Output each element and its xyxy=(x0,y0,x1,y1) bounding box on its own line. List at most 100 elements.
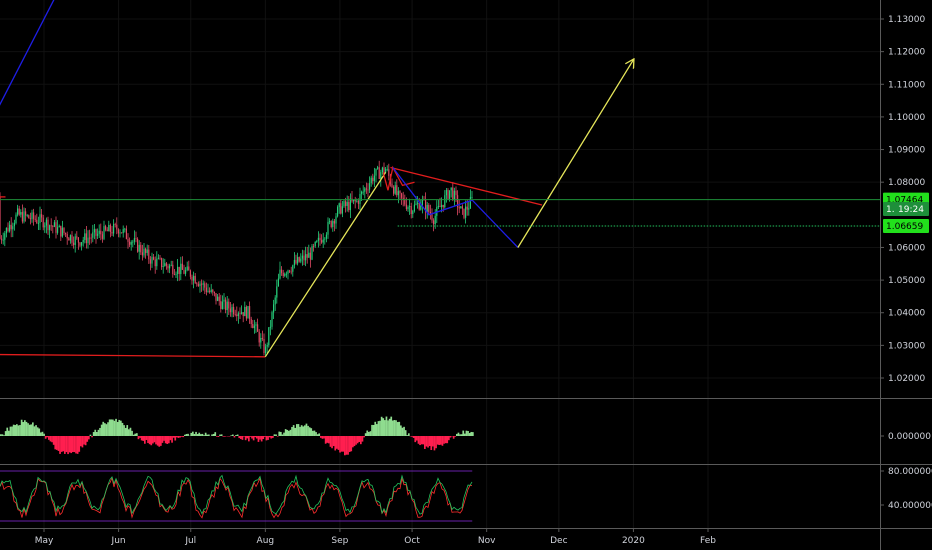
oscillator-bar xyxy=(73,436,76,453)
price-candle-body xyxy=(18,208,20,215)
oscillator-bar xyxy=(366,430,369,436)
oscillator-bar xyxy=(422,436,425,445)
oscillator-bar xyxy=(32,422,34,436)
price-candle-body xyxy=(381,167,383,173)
oscillator-bar xyxy=(446,436,449,444)
price-candle-body xyxy=(116,224,118,230)
price-candle-body xyxy=(1,238,3,240)
oscillator-bar xyxy=(340,436,343,452)
oscillator-bar xyxy=(420,436,423,445)
oscillator-bar xyxy=(40,432,42,436)
price-candle-body xyxy=(101,234,103,239)
price-candle-body xyxy=(433,220,435,225)
price-candle-body xyxy=(221,301,223,309)
price-candle-body xyxy=(316,240,318,242)
oscillator-bar xyxy=(385,416,388,436)
oscillator-bar xyxy=(128,429,130,436)
oscillator-bar xyxy=(432,436,434,447)
oscillator-bar xyxy=(76,436,79,454)
price-candle-body xyxy=(228,301,230,309)
price-candle-body xyxy=(37,222,39,224)
price-tick-label: 1.10000 xyxy=(888,113,925,123)
price-candle-body xyxy=(265,346,267,354)
price-candle-body xyxy=(405,204,407,209)
oscillator-bar xyxy=(238,436,241,439)
oscillator-bar xyxy=(286,429,289,436)
oscillator-bar xyxy=(270,436,273,439)
oscillator-bar xyxy=(236,434,239,436)
oscillator-bar xyxy=(148,436,151,445)
oscillator-bar xyxy=(249,436,252,437)
price-candle-body xyxy=(189,270,191,277)
oscillator-bar xyxy=(204,432,207,436)
oscillator-bar xyxy=(64,436,66,454)
oscillator-bar xyxy=(12,424,15,436)
oscillator-bar xyxy=(312,430,314,436)
price-candle-body xyxy=(330,221,332,227)
price-candle-body xyxy=(213,291,215,294)
oscillator-bar xyxy=(1,434,4,436)
price-candle-body xyxy=(332,220,334,227)
price-candle-body xyxy=(370,177,372,184)
price-candle-body xyxy=(233,307,235,315)
oscillator-bar xyxy=(222,436,225,437)
oscillator-bar xyxy=(424,436,426,449)
price-axis[interactable]: 1.13000 1.12000 1.11000 1.10000 1.09000 1.080… xyxy=(880,15,932,511)
price-candle-body xyxy=(220,301,222,309)
price-candle-body xyxy=(306,254,308,258)
oscillator-tick-label: 0.000000 xyxy=(888,432,931,442)
price-candle-body xyxy=(325,234,327,239)
price-candle-body xyxy=(356,200,358,202)
oscillator-bar xyxy=(112,419,114,436)
oscillator-bar xyxy=(52,436,55,445)
oscillator-pane xyxy=(0,416,474,456)
price-candle-body xyxy=(404,198,406,205)
time-tick-label: Feb xyxy=(700,536,716,546)
price-candle-body xyxy=(345,201,347,206)
oscillator-bar xyxy=(462,430,465,436)
price-badge-label: 1.07464 xyxy=(886,196,923,206)
oscillator-bar xyxy=(273,434,276,436)
oscillator-bar xyxy=(302,426,305,436)
price-candle-body xyxy=(181,263,183,270)
oscillator-bar xyxy=(48,436,50,440)
price-tick-label: 1.08000 xyxy=(888,178,925,188)
oscillator-bar xyxy=(240,436,242,439)
oscillator-bar xyxy=(252,436,255,441)
oscillator-bar xyxy=(84,436,87,446)
price-candle-body xyxy=(274,297,276,305)
oscillator-bar xyxy=(384,420,386,436)
price-candle-body xyxy=(209,290,211,292)
oscillator-bar xyxy=(251,436,253,439)
price-candle-body xyxy=(33,212,35,219)
oscillator-bar xyxy=(323,436,325,439)
price-candle-body xyxy=(34,218,36,220)
timer-badge xyxy=(883,201,929,216)
oscillator-bar xyxy=(334,436,337,451)
time-tick-label: Jun xyxy=(111,536,126,546)
price-candle-body xyxy=(98,230,100,234)
time-tick-label: Aug xyxy=(257,536,275,546)
oscillator-bar xyxy=(4,431,7,436)
time-axis[interactable]: May Jun Jul Aug Sep Oct Nov Dec 2020 Feb xyxy=(35,528,717,546)
oscillator-bar xyxy=(336,436,338,449)
price-candle-body xyxy=(12,226,14,230)
price-candle-body xyxy=(460,206,462,209)
price-candle-body xyxy=(324,238,326,240)
oscillator-bar xyxy=(196,434,199,436)
oscillator-bar xyxy=(459,434,461,436)
chart-drawings[interactable] xyxy=(0,0,633,358)
price-candle-body xyxy=(391,183,393,188)
price-candle-body xyxy=(185,270,187,274)
price-candle-body xyxy=(397,191,399,196)
oscillator-bar xyxy=(78,436,81,452)
oscillator-bar xyxy=(248,436,250,442)
oscillator-bar xyxy=(331,436,333,449)
oscillator-bar xyxy=(380,416,383,436)
price-candle-body xyxy=(229,308,231,313)
price-candle-body xyxy=(215,293,217,301)
oscillator-bar xyxy=(134,433,137,436)
